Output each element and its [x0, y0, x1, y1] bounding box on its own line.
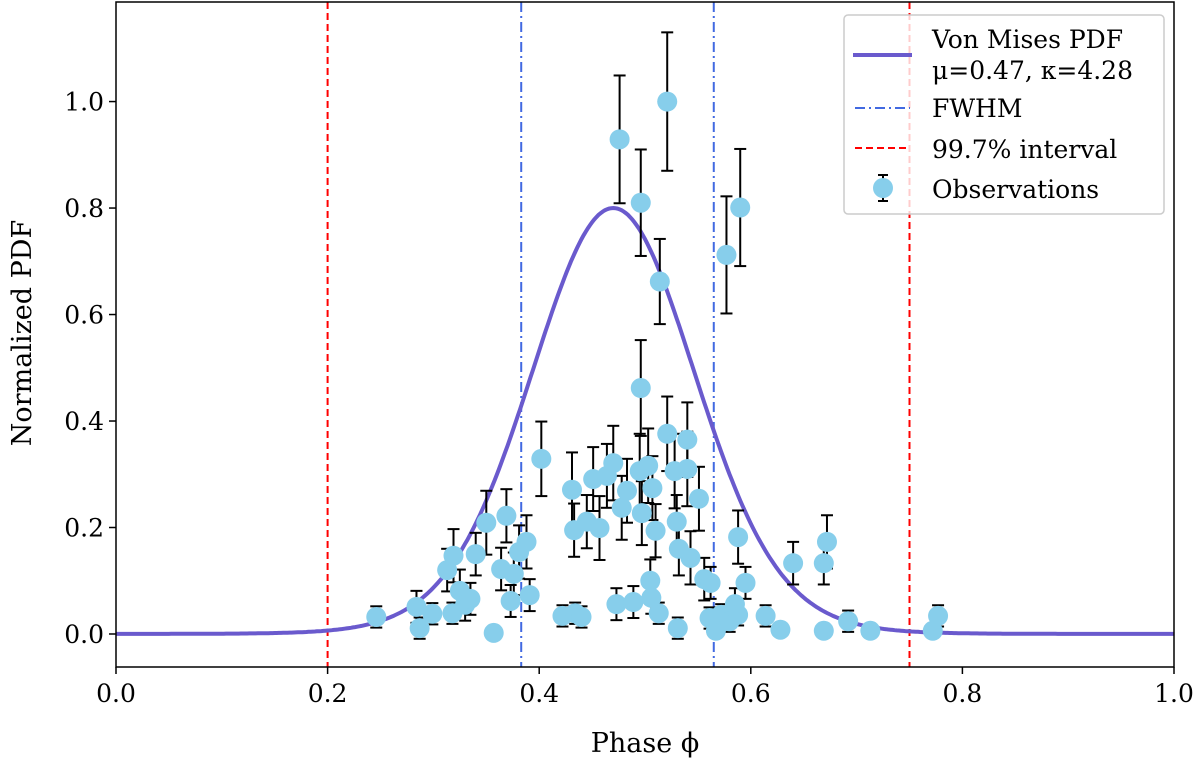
y-tick-label: 0.2	[64, 514, 104, 543]
observation-point	[606, 594, 627, 615]
legend-fwhm-label: FWHM	[932, 94, 1022, 123]
y-tick-label: 0.0	[64, 620, 104, 649]
x-axis-label: Phase ϕ	[591, 728, 699, 759]
observation-point	[366, 606, 387, 627]
x-tick-label: 1.0	[1154, 679, 1194, 708]
observation-point	[716, 244, 737, 265]
observation-point	[571, 606, 592, 627]
legend-curve-label: Von Mises PDF	[931, 25, 1123, 54]
observation-point	[617, 480, 638, 501]
observation-point	[465, 544, 486, 565]
observation-point	[700, 572, 721, 593]
observation-point	[638, 455, 659, 476]
observation-point	[589, 518, 610, 539]
y-tick-label: 0.6	[64, 301, 104, 330]
observation-point	[735, 572, 756, 593]
legend-observations-label: Observations	[932, 175, 1099, 204]
plot-frame	[115, 1, 1175, 668]
observation-point	[623, 592, 644, 613]
observation-point	[460, 588, 481, 609]
observation-point	[838, 611, 859, 632]
observation-point	[631, 503, 652, 524]
observation-point	[928, 605, 949, 626]
observation-point	[611, 497, 632, 518]
observation-point	[496, 505, 517, 526]
observation-point	[630, 378, 651, 399]
observation-point	[443, 545, 464, 566]
observation-point	[641, 587, 662, 608]
observation-point	[730, 197, 751, 218]
observation-point	[755, 605, 776, 626]
legend: Von Mises PDF μ=0.47, κ=4.28 FWHM 99.7% …	[843, 14, 1165, 215]
y-tick-label: 0.4	[64, 407, 104, 436]
y-tick-label: 0.8	[64, 194, 104, 223]
observation-point	[645, 520, 666, 541]
legend-observation-marker	[873, 178, 893, 198]
observation-point	[728, 604, 749, 625]
observation-point	[680, 547, 701, 568]
observation-point	[561, 479, 582, 500]
y-tick-label: 1.0	[64, 88, 104, 117]
observation-point	[648, 603, 669, 624]
observation-point	[813, 553, 834, 574]
observation-point	[503, 563, 524, 584]
observation-point	[666, 511, 687, 532]
observation-point	[519, 585, 540, 606]
observation-point	[483, 622, 504, 643]
observation-point	[422, 603, 443, 624]
observation-point	[531, 448, 552, 469]
x-tick-label: 0.4	[519, 679, 559, 708]
observation-point	[609, 129, 630, 150]
observation-point	[688, 488, 709, 509]
observation-point	[640, 570, 661, 591]
observation-point	[677, 458, 698, 479]
observation-point	[783, 553, 804, 574]
observation-point	[657, 91, 678, 112]
observation-point	[677, 429, 698, 450]
observation-point	[860, 620, 881, 641]
observation-point	[667, 618, 688, 639]
observation-point	[816, 531, 837, 552]
x-tick-label: 0.8	[943, 679, 983, 708]
observation-point	[770, 619, 791, 640]
x-tick-label: 0.6	[731, 679, 771, 708]
legend-curve-params: μ=0.47, κ=4.28	[932, 56, 1133, 85]
observation-point	[500, 590, 521, 611]
observation-point	[409, 618, 430, 639]
y-axis-label: Normalized PDF	[7, 220, 38, 446]
observation-point	[657, 423, 678, 444]
observation-point	[728, 527, 749, 548]
observation-point	[630, 192, 651, 213]
legend-box	[843, 14, 1165, 215]
observation-point	[603, 453, 624, 474]
observation-point	[649, 271, 670, 292]
observation-point	[476, 512, 497, 533]
x-tick-label: 0.2	[308, 679, 348, 708]
observation-point	[516, 531, 537, 552]
observation-point	[813, 620, 834, 641]
observation-point	[642, 478, 663, 499]
x-tick-label: 0.0	[96, 679, 136, 708]
observation-point	[406, 596, 427, 617]
legend-interval-label: 99.7% interval	[932, 135, 1117, 164]
von-mises-curve	[116, 205, 1174, 636]
